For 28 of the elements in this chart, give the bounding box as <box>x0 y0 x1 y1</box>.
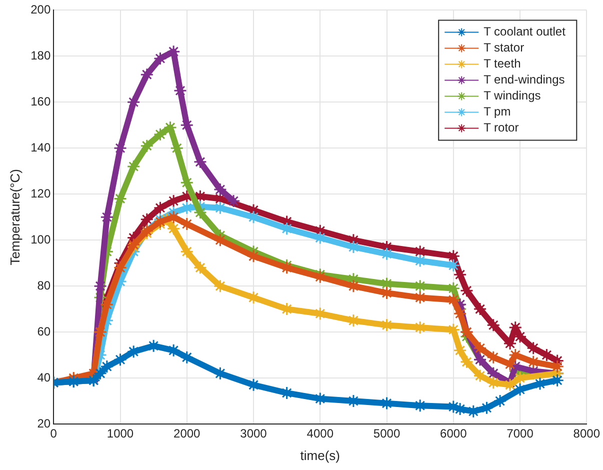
legend-label: T end-windings <box>484 72 565 87</box>
y-tick-label: 120 <box>30 186 51 200</box>
legend-label: T teeth <box>484 56 521 71</box>
legend-label: T pm <box>484 104 511 119</box>
x-tick-label: 3000 <box>240 426 268 441</box>
x-axis-title: time(s) <box>300 448 340 463</box>
y-tick-label: 200 <box>30 2 51 17</box>
x-tick-label: 8000 <box>573 426 600 441</box>
y-tick-label: 160 <box>30 94 51 108</box>
x-tick-label: 7000 <box>506 426 534 441</box>
legend-label: T coolant outlet <box>484 24 566 39</box>
legend-label: T rotor <box>484 120 519 135</box>
x-tick-label: 0 <box>50 426 58 441</box>
y-axis-title: Temperature(°C) <box>7 168 22 266</box>
y-tick-label: 180 <box>30 48 51 62</box>
x-tick-label: 1000 <box>106 426 134 441</box>
x-tick-label: 5000 <box>373 426 400 441</box>
legend-label: T stator <box>484 40 524 55</box>
y-tick-label: 100 <box>30 232 51 246</box>
x-tick-label: 2000 <box>174 426 201 441</box>
y-tick-label: 40 <box>37 370 51 384</box>
y-tick-label: 80 <box>37 278 51 292</box>
y-tick-label: 60 <box>37 324 51 338</box>
y-tick-label: 140 <box>30 140 51 154</box>
legend-label: T windings <box>484 88 541 103</box>
x-tick-label: 6000 <box>440 426 468 441</box>
x-tick-label: 4000 <box>306 426 334 441</box>
y-tick-label: 20 <box>37 416 51 430</box>
